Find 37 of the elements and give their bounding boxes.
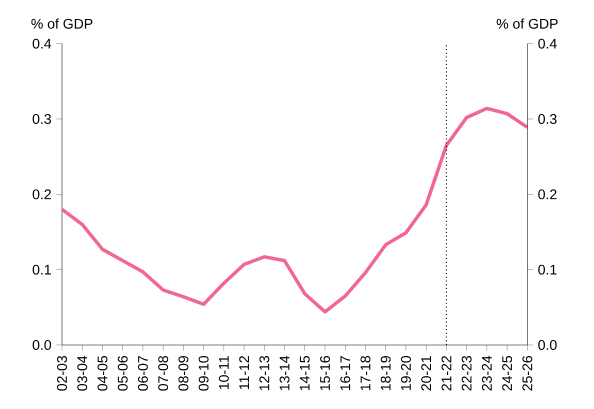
x-tick-label: 11-12 xyxy=(239,356,249,390)
x-tick-label: 04-05 xyxy=(98,356,108,391)
y2-tick-label: 0.2 xyxy=(538,189,556,200)
x-tick-label: 12-13 xyxy=(259,356,270,390)
x-tick-label: 21-22 xyxy=(442,356,452,390)
x-tick-label: 02-03 xyxy=(57,356,67,391)
x-tick-label: 24-25 xyxy=(502,356,512,390)
x-tick-label: 08-09 xyxy=(178,356,188,391)
y-tick-label: 0.2 xyxy=(32,189,51,200)
x-tick-label: 25-26 xyxy=(522,356,532,390)
y-tick-label: 0.1 xyxy=(32,264,51,275)
x-tick-label: 17-18 xyxy=(360,356,370,390)
y-tick-label: 0.0 xyxy=(32,340,52,350)
line-series xyxy=(60,106,530,314)
x-tick-label: 03-04 xyxy=(77,356,88,391)
x-tick-label: 07-08 xyxy=(158,356,168,391)
y2-tick-label: 0.1 xyxy=(538,264,556,275)
x-tick-label: 05-06 xyxy=(118,356,128,391)
y2-axis-title: % of GDP xyxy=(496,18,558,29)
y2-tick-label: 0.4 xyxy=(538,38,557,49)
x-tick-label: 23-24 xyxy=(482,356,492,390)
x-tick-label: 10-11 xyxy=(218,356,229,390)
y-tick-label: 0.3 xyxy=(32,114,51,124)
x-tick-label: 19-20 xyxy=(400,356,411,390)
x-tick-label: 09-10 xyxy=(198,356,209,391)
x-tick-label: 15-16 xyxy=(320,356,330,390)
x-tick-label: 13-14 xyxy=(280,356,290,390)
x-tick-label: 20-21 xyxy=(421,356,432,390)
y-axis-title: % of GDP xyxy=(31,18,92,29)
y-tick-label: 0.4 xyxy=(32,38,52,49)
x-tick-label: 18-19 xyxy=(380,356,391,390)
x-tick-label: 14-15 xyxy=(300,356,310,390)
x-tick-label: 22-23 xyxy=(462,356,472,390)
y2-tick-label: 0.3 xyxy=(538,114,557,124)
y2-tick-label: 0.0 xyxy=(538,340,557,350)
x-tick-label: 16-17 xyxy=(340,356,350,390)
x-tick-label: 06-07 xyxy=(138,356,148,391)
